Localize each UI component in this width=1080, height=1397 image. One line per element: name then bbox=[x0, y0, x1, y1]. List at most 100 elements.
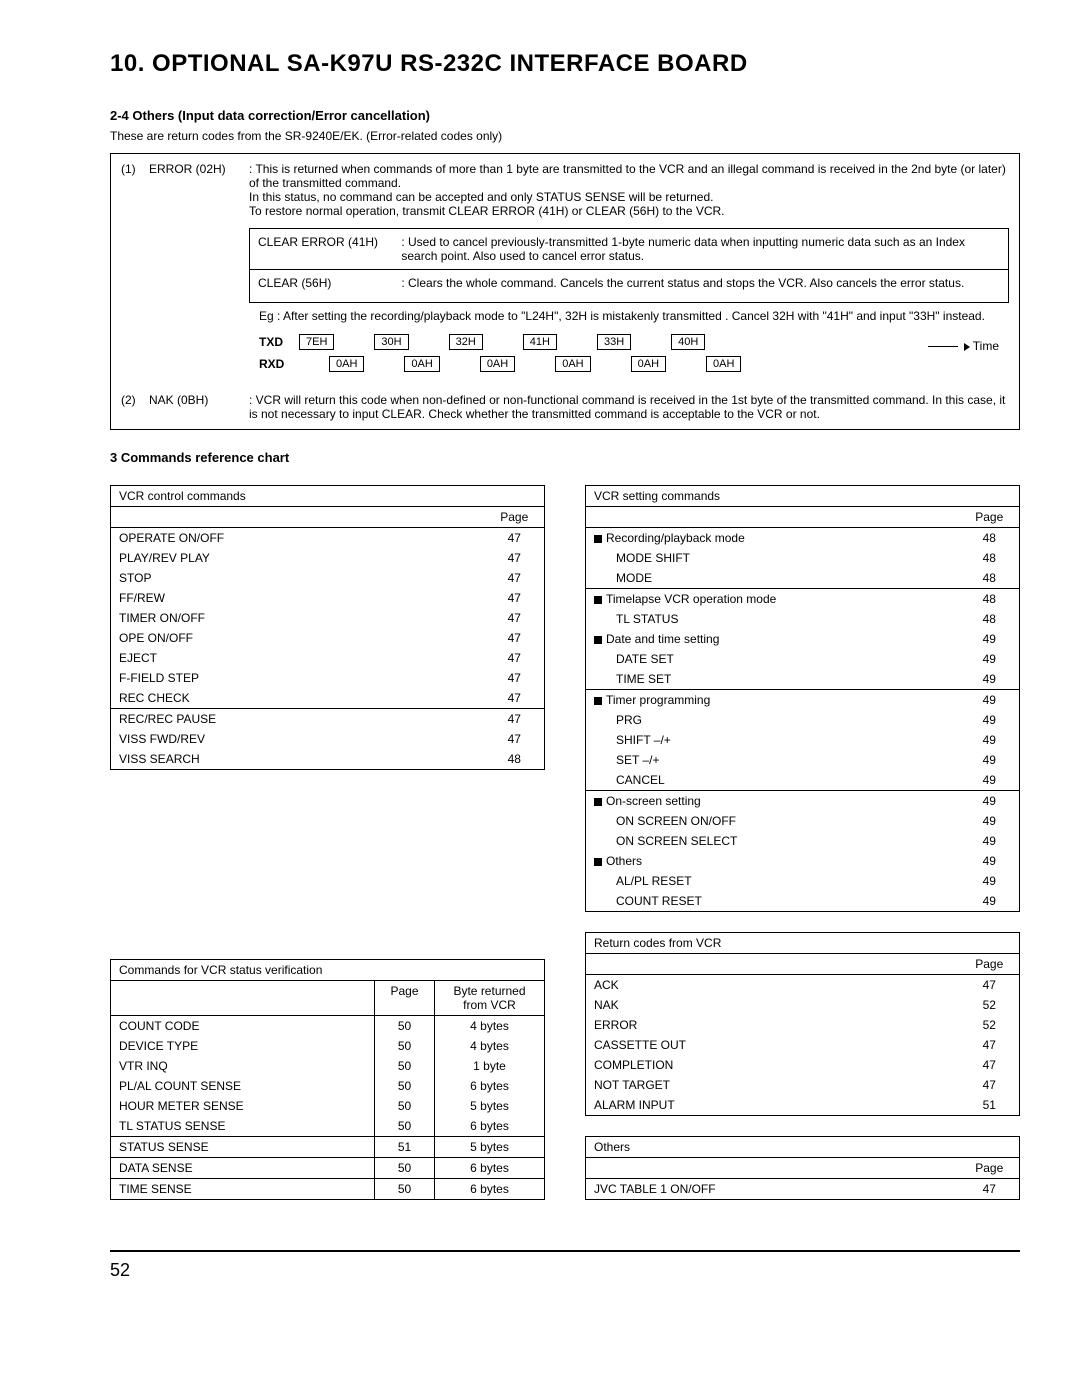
table-row: DATE SET49 bbox=[586, 649, 1020, 669]
cmd-name: NOT TARGET bbox=[586, 1075, 960, 1095]
cmd-page: 47 bbox=[485, 729, 545, 749]
cmd-page: 49 bbox=[960, 730, 1020, 750]
cmd-page: 49 bbox=[960, 851, 1020, 871]
rxd-val-5: 0AH bbox=[706, 356, 741, 372]
cmd-name: PL/AL COUNT SENSE bbox=[111, 1076, 375, 1096]
table-row: VISS FWD/REV47 bbox=[111, 729, 545, 749]
cmd-page: 47 bbox=[960, 1035, 1020, 1055]
cmd-page: 49 bbox=[960, 710, 1020, 730]
cmd-name: STATUS SENSE bbox=[111, 1137, 375, 1158]
cmd-page: 49 bbox=[960, 690, 1020, 711]
cmd-page: 47 bbox=[485, 628, 545, 648]
cmd-name: JVC TABLE 1 ON/OFF bbox=[586, 1179, 960, 1200]
table-row: TIMER ON/OFF47 bbox=[111, 608, 545, 628]
table-row: ACK47 bbox=[586, 975, 1020, 996]
table-row: OPERATE ON/OFF47 bbox=[111, 528, 545, 549]
cmd-name: ALARM INPUT bbox=[586, 1095, 960, 1116]
table-row: DEVICE TYPE504 bytes bbox=[111, 1036, 545, 1056]
cmd-page: 47 bbox=[485, 709, 545, 730]
cmd-page: 48 bbox=[960, 589, 1020, 610]
timing-diagram: Time TXD 7EH 30H 32H 41H 33H 40H RXD bbox=[259, 331, 1009, 375]
rxd-val-3: 0AH bbox=[555, 356, 590, 372]
cmd-name: F-FIELD STEP bbox=[111, 668, 485, 688]
cmd-page: 49 bbox=[960, 811, 1020, 831]
error-02h-desc-line2: In this status, no command can be accept… bbox=[249, 190, 1009, 204]
status-verify-table: Commands for VCR status verification Pag… bbox=[110, 959, 545, 1200]
error-02h-desc: : This is returned when commands of more… bbox=[249, 162, 1009, 379]
rxd-val-2: 0AH bbox=[480, 356, 515, 372]
table-row: CASSETTE OUT47 bbox=[586, 1035, 1020, 1055]
cmd-page: 50 bbox=[375, 1016, 435, 1037]
cmd-name: TIME SENSE bbox=[111, 1179, 375, 1200]
cmd-page: 49 bbox=[960, 629, 1020, 649]
cmd-name: HOUR METER SENSE bbox=[111, 1096, 375, 1116]
cmd-name: REC/REC PAUSE bbox=[111, 709, 485, 730]
table-row: Timelapse VCR operation mode48 bbox=[586, 589, 1020, 610]
cmd-name: CASSETTE OUT bbox=[586, 1035, 960, 1055]
error-02h-row: (1) ERROR (02H) : This is returned when … bbox=[121, 162, 1009, 379]
clear-error-section: CLEAR ERROR (41H) : Used to cancel previ… bbox=[258, 235, 1000, 263]
cmd-name: OPE ON/OFF bbox=[111, 628, 485, 648]
cmd-name: PLAY/REV PLAY bbox=[111, 548, 485, 568]
clear-commands-box: CLEAR ERROR (41H) : Used to cancel previ… bbox=[249, 228, 1009, 303]
page-label: Page bbox=[485, 507, 545, 528]
page-label: Page bbox=[960, 507, 1020, 528]
cmd-name: VTR INQ bbox=[111, 1056, 375, 1076]
cmd-page: 50 bbox=[375, 1056, 435, 1076]
status-verify-header: Commands for VCR status verification bbox=[111, 960, 545, 981]
cmd-page: 47 bbox=[960, 1179, 1020, 1200]
footer-rule bbox=[110, 1250, 1020, 1252]
cmd-page: 47 bbox=[485, 688, 545, 709]
cmd-page: 49 bbox=[960, 871, 1020, 891]
cmd-page: 49 bbox=[960, 649, 1020, 669]
cmd-name: COMPLETION bbox=[586, 1055, 960, 1075]
txd-val-5: 40H bbox=[671, 334, 705, 350]
cmd-name: Recording/playback mode bbox=[586, 528, 960, 549]
vcr-setting-header: VCR setting commands bbox=[586, 486, 1020, 507]
table-row: STOP47 bbox=[111, 568, 545, 588]
cmd-bytes: 4 bytes bbox=[435, 1036, 545, 1056]
error-codes-box: (1) ERROR (02H) : This is returned when … bbox=[110, 153, 1020, 430]
table-row: ERROR52 bbox=[586, 1015, 1020, 1035]
cmd-page: 47 bbox=[485, 608, 545, 628]
cmd-page: 52 bbox=[960, 995, 1020, 1015]
table-row: Recording/playback mode48 bbox=[586, 528, 1020, 549]
cmd-name: MODE bbox=[586, 568, 960, 589]
cmd-page: 49 bbox=[960, 831, 1020, 851]
cmd-name: Timelapse VCR operation mode bbox=[586, 589, 960, 610]
cmd-page: 50 bbox=[375, 1096, 435, 1116]
left-column: VCR control commands Page OPERATE ON/OFF… bbox=[110, 485, 545, 1220]
right-column: VCR setting commands Page Recording/play… bbox=[585, 485, 1020, 1220]
cmd-page: 50 bbox=[375, 1158, 435, 1179]
bullet-icon bbox=[594, 858, 602, 866]
clear-desc: : Clears the whole command. Cancels the … bbox=[401, 276, 983, 290]
clear-section: CLEAR (56H) : Clears the whole command. … bbox=[258, 276, 1000, 290]
cmd-page: 50 bbox=[375, 1116, 435, 1137]
return-codes-header: Return codes from VCR bbox=[586, 933, 1020, 954]
table-row: ALARM INPUT51 bbox=[586, 1095, 1020, 1116]
cmd-name: ON SCREEN SELECT bbox=[586, 831, 960, 851]
cmd-page: 50 bbox=[375, 1036, 435, 1056]
cmd-name: DATA SENSE bbox=[111, 1158, 375, 1179]
clear-error-label: CLEAR ERROR (41H) bbox=[258, 235, 398, 249]
cmd-name: COUNT RESET bbox=[586, 891, 960, 912]
cmd-name: EJECT bbox=[111, 648, 485, 668]
table-row: HOUR METER SENSE505 bytes bbox=[111, 1096, 545, 1116]
table-row: TIME SET49 bbox=[586, 669, 1020, 690]
cmd-name: TL STATUS SENSE bbox=[111, 1116, 375, 1137]
table-row: STATUS SENSE515 bytes bbox=[111, 1137, 545, 1158]
cmd-page: 49 bbox=[960, 669, 1020, 690]
bullet-icon bbox=[594, 697, 602, 705]
table-row: ON SCREEN SELECT49 bbox=[586, 831, 1020, 851]
cmd-name: SET –/+ bbox=[586, 750, 960, 770]
section-2-4-intro: These are return codes from the SR-9240E… bbox=[110, 129, 1020, 143]
cmd-page: 50 bbox=[375, 1076, 435, 1096]
page-number: 52 bbox=[110, 1260, 1020, 1281]
cmd-page: 48 bbox=[960, 568, 1020, 589]
cmd-page: 48 bbox=[960, 528, 1020, 549]
vcr-setting-table: VCR setting commands Page Recording/play… bbox=[585, 485, 1020, 912]
nak-0bh-desc: : VCR will return this code when non-def… bbox=[249, 393, 1009, 421]
cmd-bytes: 1 byte bbox=[435, 1056, 545, 1076]
cmd-page: 47 bbox=[960, 975, 1020, 996]
nak-0bh-code: NAK (0BH) bbox=[149, 393, 249, 421]
